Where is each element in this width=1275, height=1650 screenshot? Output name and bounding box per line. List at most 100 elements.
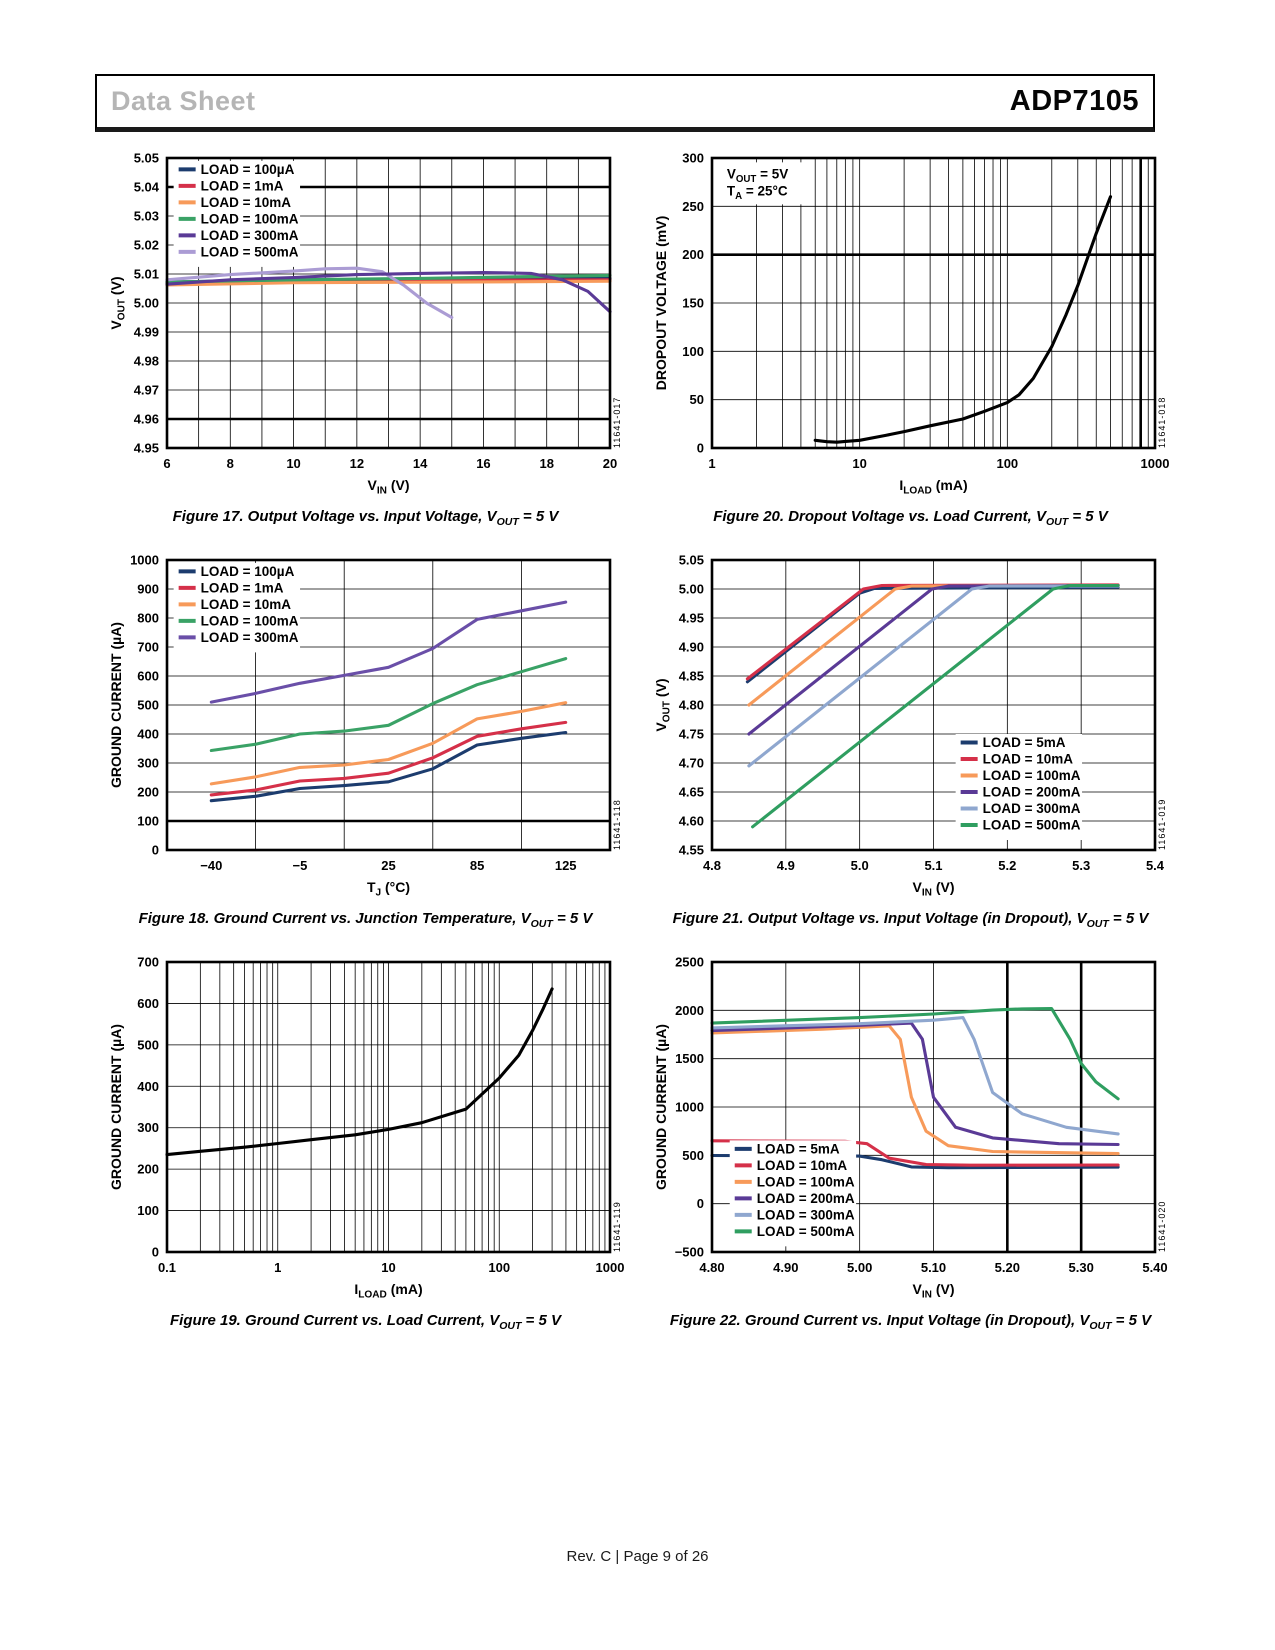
svg-text:4.8: 4.8 [703, 858, 721, 873]
svg-text:5.0: 5.0 [851, 858, 869, 873]
svg-text:500: 500 [137, 1037, 159, 1052]
figure-20: VOUT = 5V TA = 25°C 1 10 100 1000 0 50 100 150 200… [648, 148, 1173, 529]
svg-text:1500: 1500 [675, 1051, 704, 1066]
svg-text:200: 200 [137, 785, 159, 800]
y-axis-label: GROUND CURRENT (µA) [108, 1024, 124, 1190]
svg-text:100: 100 [137, 814, 159, 829]
figure-code: 11641-017 [612, 397, 622, 448]
svg-text:2000: 2000 [675, 1003, 704, 1018]
svg-text:LOAD = 200mA: LOAD = 200mA [983, 785, 1081, 800]
y-axis-label: VOUT (V) [108, 276, 128, 329]
series [165, 266, 612, 320]
svg-text:700: 700 [137, 640, 159, 655]
svg-text:4.75: 4.75 [679, 727, 704, 742]
svg-text:LOAD = 100mA: LOAD = 100mA [983, 768, 1081, 783]
svg-text:4.96: 4.96 [134, 412, 159, 427]
axis-ticks: 1 10 100 1000 0 50 100 150 200 250 300 [682, 151, 1169, 472]
figure-19: 0.1 1 10 100 1000 0 100 200 300 400 500 600 700 ILOAD… [103, 952, 628, 1333]
charts-grid: LOAD = 100µA LOAD = 1mA LOAD = 10mA LOAD = … [103, 148, 1173, 1333]
svg-text:4.98: 4.98 [134, 354, 159, 369]
svg-text:150: 150 [682, 296, 704, 311]
svg-text:125: 125 [555, 858, 577, 873]
svg-text:4.80: 4.80 [699, 1260, 724, 1275]
svg-text:14: 14 [413, 456, 428, 471]
svg-text:300: 300 [682, 151, 704, 166]
svg-text:VOUT = 5V: VOUT = 5V [727, 166, 788, 185]
svg-text:1000: 1000 [1141, 456, 1170, 471]
svg-text:5.10: 5.10 [921, 1260, 946, 1275]
svg-text:5.04: 5.04 [134, 180, 160, 195]
svg-text:5.2: 5.2 [998, 858, 1016, 873]
svg-text:0: 0 [152, 843, 159, 858]
svg-text:400: 400 [137, 727, 159, 742]
svg-text:85: 85 [470, 858, 484, 873]
svg-text:LOAD = 500mA: LOAD = 500mA [201, 244, 299, 259]
svg-text:500: 500 [137, 698, 159, 713]
svg-text:20: 20 [603, 456, 617, 471]
svg-text:5.3: 5.3 [1072, 858, 1090, 873]
figure-18: LOAD = 100µA LOAD = 1mA LOAD = 10mA LOAD = … [103, 550, 628, 931]
svg-text:200: 200 [682, 247, 704, 262]
svg-text:4.95: 4.95 [679, 611, 704, 626]
gridlines [166, 961, 611, 1253]
svg-text:LOAD = 10mA: LOAD = 10mA [983, 752, 1074, 767]
svg-text:−5: −5 [292, 858, 307, 873]
plot-frame [710, 558, 1157, 852]
figure-code: 11641-019 [1157, 799, 1167, 850]
y-axis-label: DROPOUT VOLTAGE (mV) [653, 216, 669, 390]
figure-19-caption: Figure 19. Ground Current vs. Load Curre… [170, 1312, 561, 1332]
plot-frame [710, 156, 1157, 450]
figure-18-caption: Figure 18. Ground Current vs. Junction T… [138, 910, 593, 930]
svg-text:5.00: 5.00 [679, 582, 704, 597]
svg-text:4.99: 4.99 [134, 325, 159, 340]
svg-text:0.1: 0.1 [158, 1260, 176, 1275]
svg-text:LOAD = 300mA: LOAD = 300mA [201, 228, 299, 243]
svg-text:5.20: 5.20 [995, 1260, 1020, 1275]
svg-text:4.85: 4.85 [679, 669, 704, 684]
svg-text:5.4: 5.4 [1146, 858, 1165, 873]
plot-frame [165, 960, 612, 1254]
svg-text:1: 1 [708, 456, 715, 471]
figure-20-caption: Figure 20. Dropout Voltage vs. Load Curr… [713, 508, 1108, 528]
svg-text:5.00: 5.00 [134, 296, 159, 311]
svg-text:4.97: 4.97 [134, 383, 159, 398]
plot-frame [165, 156, 612, 450]
y-axis-label: GROUND CURRENT (µA) [653, 1024, 669, 1190]
svg-text:LOAD = 1mA: LOAD = 1mA [201, 178, 284, 193]
figure-code: 11641-119 [612, 1201, 622, 1252]
svg-text:4.55: 4.55 [679, 843, 704, 858]
y-axis-label: GROUND CURRENT (µA) [108, 622, 124, 788]
axis-ticks: 6 8 10 12 14 16 18 20 4.95 4.96 4.97 4.98 4.99 5.00 5.… [134, 151, 618, 472]
axis-ticks: 0.1 1 10 100 1000 0 100 200 300 400 500 600 700 [137, 955, 624, 1276]
svg-text:1000: 1000 [130, 553, 159, 568]
svg-text:300: 300 [137, 1120, 159, 1135]
svg-text:4.70: 4.70 [679, 756, 704, 771]
svg-text:200: 200 [137, 1162, 159, 1177]
figure-19-chart: 0.1 1 10 100 1000 0 100 200 300 400 500 600 700 ILOAD… [108, 955, 624, 1301]
figure-21: LOAD = 5mA LOAD = 10mA LOAD = 100mA LOAD = … [648, 550, 1173, 931]
svg-text:5.00: 5.00 [847, 1260, 872, 1275]
svg-text:100: 100 [488, 1260, 510, 1275]
svg-text:25: 25 [381, 858, 395, 873]
figure-17: LOAD = 100µA LOAD = 1mA LOAD = 10mA LOAD = … [103, 148, 628, 529]
doc-type-label: Data Sheet [111, 86, 256, 116]
figure-21-caption: Figure 21. Output Voltage vs. Input Volt… [672, 910, 1149, 930]
svg-text:400: 400 [137, 1079, 159, 1094]
axis-ticks: 4.80 4.90 5.00 5.10 5.20 5.30 5.40 −500 0 500 1000… [675, 955, 1168, 1276]
svg-text:16: 16 [476, 456, 490, 471]
x-axis-label: VIN (V) [368, 477, 410, 497]
svg-text:LOAD = 1mA: LOAD = 1mA [201, 580, 284, 595]
svg-text:18: 18 [539, 456, 553, 471]
svg-text:800: 800 [137, 611, 159, 626]
x-axis-label: ILOAD (mA) [899, 477, 967, 497]
figure-22: LOAD = 5mA LOAD = 10mA LOAD = 100mA LOAD = … [648, 952, 1173, 1333]
y-axis-label: VOUT (V) [653, 678, 673, 731]
svg-text:4.90: 4.90 [679, 640, 704, 655]
